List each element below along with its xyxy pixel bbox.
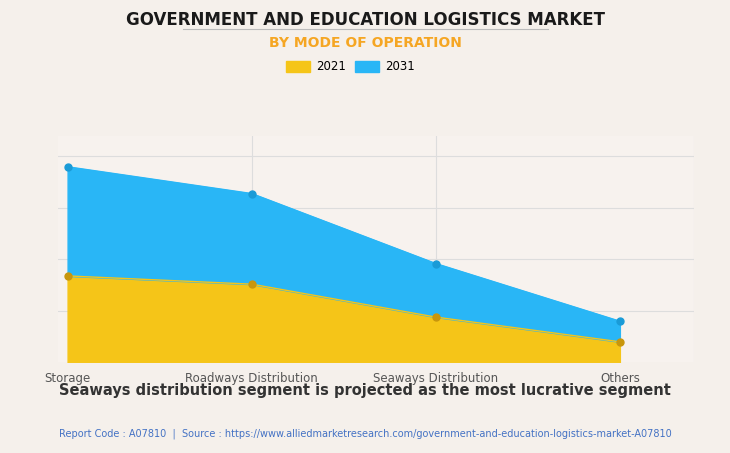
Legend: 2021, 2031: 2021, 2031 xyxy=(282,56,419,78)
Text: Report Code : A07810  |  Source : https://www.alliedmarketresearch.com/governmen: Report Code : A07810 | Source : https://… xyxy=(58,428,672,439)
Text: GOVERNMENT AND EDUCATION LOGISTICS MARKET: GOVERNMENT AND EDUCATION LOGISTICS MARKE… xyxy=(126,11,604,29)
Text: Seaways distribution segment is projected as the most lucrative segment: Seaways distribution segment is projecte… xyxy=(59,383,671,398)
Text: BY MODE OF OPERATION: BY MODE OF OPERATION xyxy=(269,36,461,50)
